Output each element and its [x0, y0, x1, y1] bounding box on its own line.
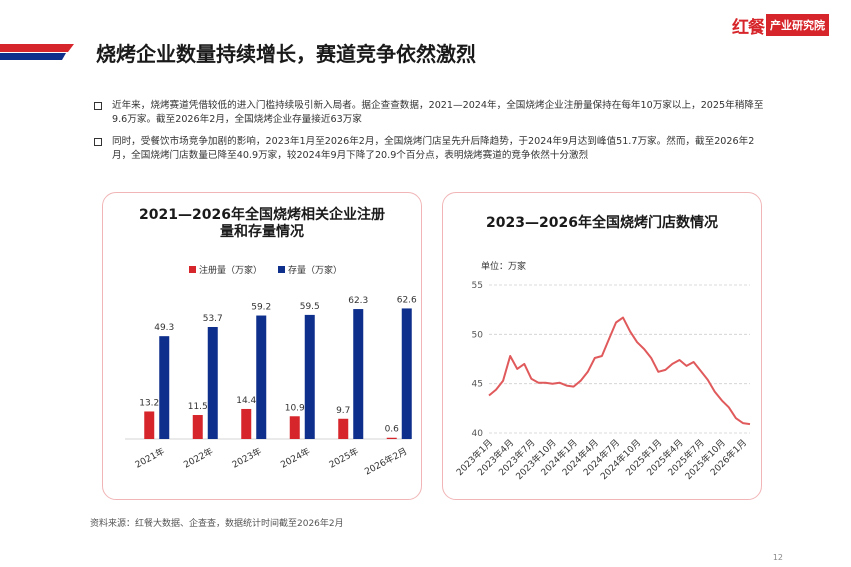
square-bullet-icon	[94, 102, 102, 110]
bar-chart: 13.2 49.3 2021年 11.5 53.7 2022年 14.4 59.2 2023年 1…	[125, 295, 417, 478]
data-label: 9.7	[336, 406, 350, 416]
data-label: 0.6	[385, 425, 400, 435]
bar-stock	[304, 314, 315, 439]
line-chart: 404550552023年1月2023年4月2023年7月2023年10月202…	[454, 281, 751, 482]
x-tick-label: 2023年	[230, 445, 264, 471]
data-label: 53.7	[203, 314, 223, 324]
bar-chart-legend: 注册量（万家） 存量（万家）	[189, 263, 342, 276]
legend-item-registrations: 注册量（万家）	[189, 263, 262, 276]
bar-registrations	[192, 415, 203, 439]
bar-registrations	[386, 437, 397, 439]
x-tick-label: 2026年2月	[362, 445, 409, 477]
x-tick-label: 2024年	[278, 445, 312, 471]
brand-logo: 红餐 产业研究院	[732, 14, 829, 38]
header-stripe	[0, 44, 74, 60]
y-tick-label: 45	[472, 380, 483, 390]
data-label: 62.3	[348, 296, 368, 306]
legend-label: 存量（万家）	[288, 266, 343, 276]
bar-stock	[353, 309, 364, 439]
data-label: 14.4	[236, 396, 256, 406]
bullet-item: 近年来，烧烤赛道凭借较低的进入门槛持续吸引新入局者。据企查查数据，2021—20…	[94, 99, 764, 127]
data-label: 62.6	[397, 295, 417, 305]
line-chart-unit: 单位：万家	[481, 262, 527, 272]
page-number: 12	[772, 553, 783, 562]
data-label: 11.5	[188, 402, 208, 412]
bullet-list: 近年来，烧烤赛道凭借较低的进入门槛持续吸引新入局者。据企查查数据，2021—20…	[94, 99, 764, 171]
x-tick-label: 2021年	[133, 445, 167, 471]
bar-registrations	[338, 418, 349, 439]
data-label: 49.3	[154, 323, 174, 333]
bar-registrations	[289, 416, 300, 439]
square-bullet-icon	[94, 138, 102, 146]
legend-item-stock: 存量（万家）	[278, 263, 342, 276]
x-tick-label: 2022年	[181, 445, 215, 471]
bar-stock	[207, 326, 218, 439]
page-title: 烧烤企业数量持续增长，赛道竞争依然激烈	[96, 42, 476, 66]
bar-stock	[256, 315, 267, 439]
brand-mark: 红餐	[732, 17, 765, 38]
bar-registrations	[241, 408, 252, 439]
legend-label: 注册量（万家）	[199, 266, 263, 276]
y-tick-label: 55	[472, 281, 483, 291]
line-chart-title: 2023—2026年全国烧烤门店数情况	[486, 215, 718, 231]
brand-name: 产业研究院	[766, 14, 829, 36]
bar-chart-title: 2021—2026年全国烧烤相关企业注册量和存量情况	[139, 207, 385, 240]
x-tick-label: 2025年	[327, 445, 361, 471]
bullet-item: 同时，受餐饮市场竞争加剧的影响，2023年1月至2026年2月，全国烧烤门店呈先…	[94, 135, 764, 163]
data-label: 59.5	[300, 302, 320, 312]
source-note: 资料来源：红餐大数据、企查查，数据统计时间截至2026年2月	[90, 519, 344, 529]
data-label: 13.2	[139, 398, 159, 408]
bullet-text: 同时，受餐饮市场竞争加剧的影响，2023年1月至2026年2月，全国烧烤门店呈先…	[112, 136, 755, 161]
y-tick-label: 40	[472, 429, 484, 439]
bar-stock	[159, 336, 170, 439]
legend-swatch-red	[189, 266, 196, 273]
bar-stock	[401, 308, 412, 439]
bar-chart-panel: 2021—2026年全国烧烤相关企业注册量和存量情况 注册量（万家） 存量（万家…	[102, 192, 422, 500]
data-label: 59.2	[251, 303, 271, 313]
data-label: 10.9	[285, 403, 305, 413]
bullet-text: 近年来，烧烤赛道凭借较低的进入门槛持续吸引新入局者。据企查查数据，2021—20…	[112, 100, 764, 125]
line-series	[488, 316, 751, 426]
legend-swatch-navy	[278, 266, 286, 273]
y-tick-label: 50	[472, 330, 484, 340]
bar-registrations	[144, 411, 155, 439]
line-chart-panel: 2023—2026年全国烧烤门店数情况 单位：万家 40 45 50 55 2023年1…	[442, 192, 762, 500]
